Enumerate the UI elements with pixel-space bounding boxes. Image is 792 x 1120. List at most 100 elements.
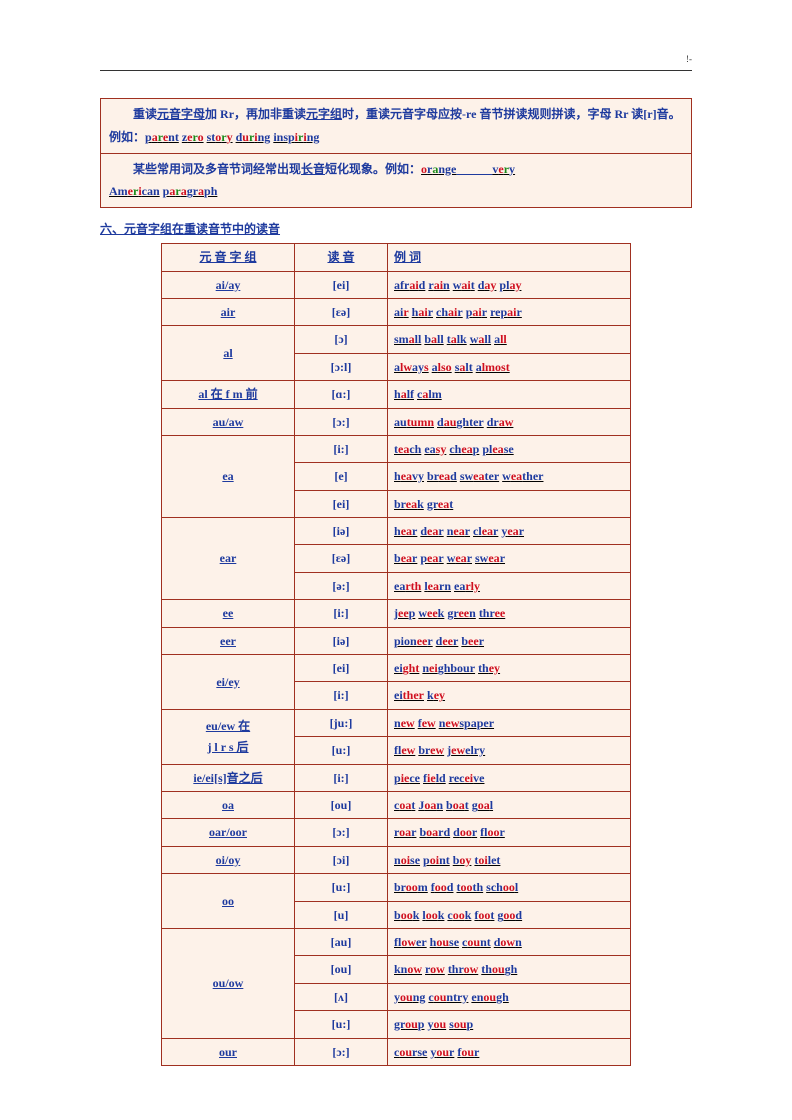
vowel-group-cell: oar/oor [162, 819, 295, 846]
table-row: oa[ou]coat Joan boat goal [162, 792, 631, 819]
vowel-group-cell: our [162, 1038, 295, 1065]
vowel-group-cell: oo [162, 874, 295, 929]
col-header-group: 元 音 字 组 [162, 244, 295, 271]
pronunciation-cell: [ei] [295, 271, 388, 298]
examples-cell: earth learn early [388, 572, 631, 599]
vowel-group-cell: ou/ow [162, 928, 295, 1038]
table-row: al 在 f m 前[ɑ:]half calm [162, 381, 631, 408]
pronunciation-cell: [ɑ:] [295, 381, 388, 408]
examples-cell: hear dear near clear year [388, 518, 631, 545]
pronunciation-cell: [ju:] [295, 709, 388, 736]
pronunciation-cell: [ə:] [295, 572, 388, 599]
pronunciation-cell: [au] [295, 928, 388, 955]
pronunciation-cell: [ɔi] [295, 846, 388, 873]
examples-cell: piece field receive [388, 764, 631, 791]
examples-cell: roar board door floor [388, 819, 631, 846]
table-row: our[ɔ:]course your four [162, 1038, 631, 1065]
pronunciation-cell: [ei] [295, 490, 388, 517]
table-row: ie/ei[s]音之后[i:]piece field receive [162, 764, 631, 791]
examples-cell: new few newspaper [388, 709, 631, 736]
examples-cell: small ball talk wall all [388, 326, 631, 353]
pronunciation-cell: [u:] [295, 737, 388, 764]
table-header-row: 元 音 字 组 读 音 例 词 [162, 244, 631, 271]
table-row: eer[iə]pioneer deer beer [162, 627, 631, 654]
examples-cell: air hair chair pair repair [388, 298, 631, 325]
table-row: oo[u:]broom food tooth school [162, 874, 631, 901]
examples-cell: teach easy cheap please [388, 435, 631, 462]
pronunciation-cell: [iə] [295, 518, 388, 545]
pronunciation-cell: [i:] [295, 435, 388, 462]
table-row: au/aw[ɔ:]autumn daughter draw [162, 408, 631, 435]
examples-cell: jeep week green three [388, 600, 631, 627]
vowel-group-cell: ai/ay [162, 271, 295, 298]
box-row-2: 某些常用词及多音节词经常出现长音短化现象。例如：orange veryAmeri… [101, 154, 691, 208]
examples-cell: noise point boy toilet [388, 846, 631, 873]
examples-cell: know row throw though [388, 956, 631, 983]
vowel-group-cell: eu/ew 在j l r s 后 [162, 709, 295, 764]
examples-cell: half calm [388, 381, 631, 408]
vowel-group-cell: ee [162, 600, 295, 627]
header-rule [100, 70, 692, 71]
pronunciation-cell: [iə] [295, 627, 388, 654]
examples-cell: bear pear wear swear [388, 545, 631, 572]
examples-cell: break great [388, 490, 631, 517]
pronunciation-cell: [ɔ] [295, 326, 388, 353]
table-row: air[ɛə]air hair chair pair repair [162, 298, 631, 325]
table-row: ee[i:]jeep week green three [162, 600, 631, 627]
examples-cell: heavy bread sweater weather [388, 463, 631, 490]
examples-cell: young country enough [388, 983, 631, 1010]
table-row: ea[i:]teach easy cheap please [162, 435, 631, 462]
examples-cell: either key [388, 682, 631, 709]
vowel-table: 元 音 字 组 读 音 例 词 ai/ay[ei]afraid rain wai… [161, 243, 631, 1066]
table-row: ou/ow[au]flower house count down [162, 928, 631, 955]
pronunciation-cell: [i:] [295, 682, 388, 709]
table-row: al[ɔ]small ball talk wall all [162, 326, 631, 353]
vowel-group-cell: al [162, 326, 295, 381]
col-header-examples: 例 词 [388, 244, 631, 271]
vowel-group-cell: ie/ei[s]音之后 [162, 764, 295, 791]
vowel-group-cell: ei/ey [162, 655, 295, 710]
table-row: ear[iə]hear dear near clear year [162, 518, 631, 545]
examples-cell: flower house count down [388, 928, 631, 955]
pronunciation-cell: [u] [295, 901, 388, 928]
vowel-group-cell: ear [162, 518, 295, 600]
vowel-group-cell: oi/oy [162, 846, 295, 873]
pronunciation-cell: [ɔ:l] [295, 353, 388, 380]
pronunciation-cell: [ɛə] [295, 298, 388, 325]
info-box: 重读元音字母加 Rr，再加非重读元字组时，重读元音字母应按-re 音节拼读规则拼… [100, 98, 692, 208]
examples-cell: always also salt almost [388, 353, 631, 380]
examples-cell: flew brew jewelry [388, 737, 631, 764]
pronunciation-cell: [ou] [295, 792, 388, 819]
table-row: eu/ew 在j l r s 后[ju:]new few newspaper [162, 709, 631, 736]
pronunciation-cell: [ɔ:] [295, 1038, 388, 1065]
vowel-group-cell: al 在 f m 前 [162, 381, 295, 408]
vowel-group-cell: ea [162, 435, 295, 517]
vowel-group-cell: oa [162, 792, 295, 819]
page: !- 重读元音字母加 Rr，再加非重读元字组时，重读元音字母应按-re 音节拼读… [0, 0, 792, 1120]
table-row: oi/oy[ɔi]noise point boy toilet [162, 846, 631, 873]
section-title: 六、元音字组在重读音节中的读音 [100, 220, 692, 237]
pronunciation-cell: [ou] [295, 956, 388, 983]
examples-cell: afraid rain wait day play [388, 271, 631, 298]
pronunciation-cell: [ei] [295, 655, 388, 682]
table-row: ei/ey[ei]eight neighbour they [162, 655, 631, 682]
vowel-group-cell: eer [162, 627, 295, 654]
pronunciation-cell: [i:] [295, 600, 388, 627]
examples-cell: broom food tooth school [388, 874, 631, 901]
vowel-group-cell: air [162, 298, 295, 325]
col-header-sound: 读 音 [295, 244, 388, 271]
pronunciation-cell: [ɔ:] [295, 819, 388, 846]
examples-cell: autumn daughter draw [388, 408, 631, 435]
pronunciation-cell: [ɛə] [295, 545, 388, 572]
pronunciation-cell: [u:] [295, 1011, 388, 1038]
examples-cell: eight neighbour they [388, 655, 631, 682]
vowel-group-cell: au/aw [162, 408, 295, 435]
box-row-1: 重读元音字母加 Rr，再加非重读元字组时，重读元音字母应按-re 音节拼读规则拼… [101, 99, 691, 154]
table-row: ai/ay[ei]afraid rain wait day play [162, 271, 631, 298]
pronunciation-cell: [ʌ] [295, 983, 388, 1010]
pronunciation-cell: [e] [295, 463, 388, 490]
examples-cell: book look cook foot good [388, 901, 631, 928]
pronunciation-cell: [ɔ:] [295, 408, 388, 435]
table-row: oar/oor[ɔ:]roar board door floor [162, 819, 631, 846]
header-mark: !- [686, 54, 692, 64]
